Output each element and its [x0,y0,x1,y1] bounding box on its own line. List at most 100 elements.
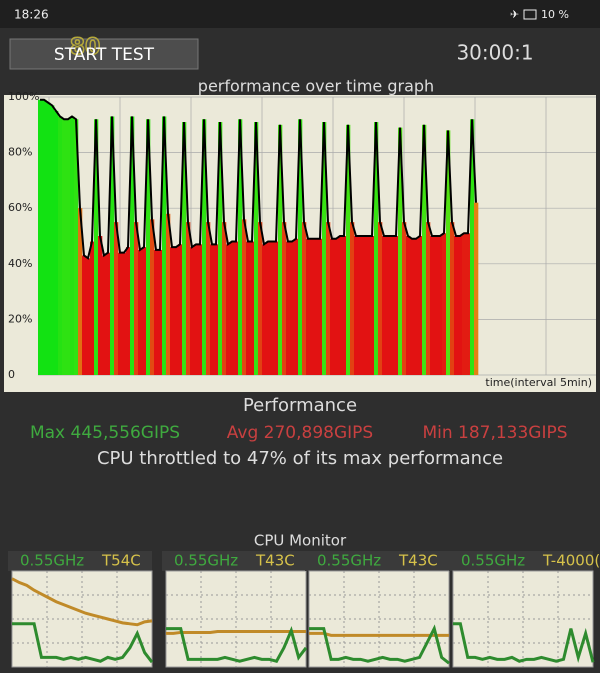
panel-header [8,551,152,571]
performance-strip [134,222,139,375]
core-frequency: 0.55GHz [461,552,525,570]
performance-strip [250,241,255,375]
performance-strip [410,238,415,375]
performance-strip [430,236,435,375]
stat-max: Max 445,556GIPS [30,423,180,443]
panel-header [449,551,593,571]
performance-strip [46,102,51,375]
performance-strip [42,99,47,375]
performance-strip [402,222,407,375]
performance-strip [322,122,327,376]
performance-strip [434,236,439,375]
temperature-line [166,629,306,635]
airplane-icon: ✈ [510,8,519,21]
performance-strip [190,247,195,375]
performance-strip [130,116,135,376]
performance-strip [98,236,103,375]
performance-strip [138,249,143,375]
performance-strip [282,222,287,375]
battery-icon [523,9,537,20]
performance-strip [338,236,343,375]
core-temperature: T43C [398,552,438,570]
performance-strip [354,236,359,375]
performance-strip [86,258,91,375]
performance-strip [278,124,283,375]
cpu-core-panel: 0.55GHz T54C [8,551,154,668]
frequency-line [12,622,154,664]
cpu-core-panel: 0.55GHz T-4000( [449,551,600,668]
y-tick-label: 80% [8,146,32,159]
performance-strip [214,244,219,375]
start-button[interactable] [9,38,199,70]
performance-strip [470,119,475,376]
performance-strip [222,222,227,375]
performance-strip [446,130,451,375]
performance-strip [450,222,455,375]
performance-strip [258,222,263,375]
performance-strip [234,241,239,375]
performance-strip [314,238,319,375]
performance-strip [458,236,463,375]
performance-strip [286,241,291,375]
performance-strip [110,116,115,376]
core-frequency: 0.55GHz [317,552,381,570]
performance-strip [90,241,95,375]
performance-strip [310,238,315,375]
performance-strip [326,222,331,375]
core-temperature: T-4000( [542,552,600,570]
performance-strip [346,124,351,375]
performance-strip [70,116,75,376]
performance-strip [82,255,87,375]
y-tick-label: 100% [8,90,39,103]
performance-strip [390,236,395,375]
performance-strip [66,119,71,376]
performance-strip [50,105,55,375]
performance-strip [122,252,127,375]
y-tick-label: 60% [8,201,32,214]
performance-strip [386,236,391,375]
performance-strip [158,249,163,375]
status-time: 18:26 [14,8,49,22]
performance-strip [418,236,423,375]
panel-header [162,551,306,571]
performance-strip [266,241,271,375]
performance-strip [270,241,275,375]
performance-strip [394,236,399,375]
y-tick-label: 20% [8,312,32,325]
timer: 30:00:1 [456,41,533,65]
performance-strip [118,252,123,375]
performance-strip [78,208,83,375]
performance-strip [38,99,43,375]
performance-strip [242,219,247,375]
performance-strip [162,116,167,376]
performance-strip [210,244,215,375]
plot: 0 20% 40% 60% 80% 100% [8,90,596,381]
performance-strip [74,119,79,376]
performance-strip [114,222,119,375]
stat-avg: Avg 270,898GIPS [227,423,373,443]
performance-strip [378,222,383,375]
performance-strip [466,233,471,375]
core-temperature: T43C [255,552,295,570]
stat-min: Min 187,133GIPS [422,423,567,443]
performance-strip [206,222,211,375]
performance-strip [58,116,63,376]
performance-strip [150,219,155,375]
performance-strip [306,238,311,375]
button-label[interactable]: START TEST [54,45,155,65]
performance-strip [178,244,183,375]
performance-strip [350,222,355,375]
performance-strip [438,236,443,375]
performance-strip [294,238,299,375]
performance-strip [426,222,431,375]
performance-strip [166,213,171,375]
cpu-core-panel: 0.55GHz T43C [162,551,308,668]
performance-strip [374,122,379,376]
performance-strip [358,236,363,375]
panel-header [305,551,449,571]
cpu-core-panel: 0.55GHz T43C [305,551,450,668]
performance-strip [398,127,403,375]
performance-strip [442,233,447,375]
